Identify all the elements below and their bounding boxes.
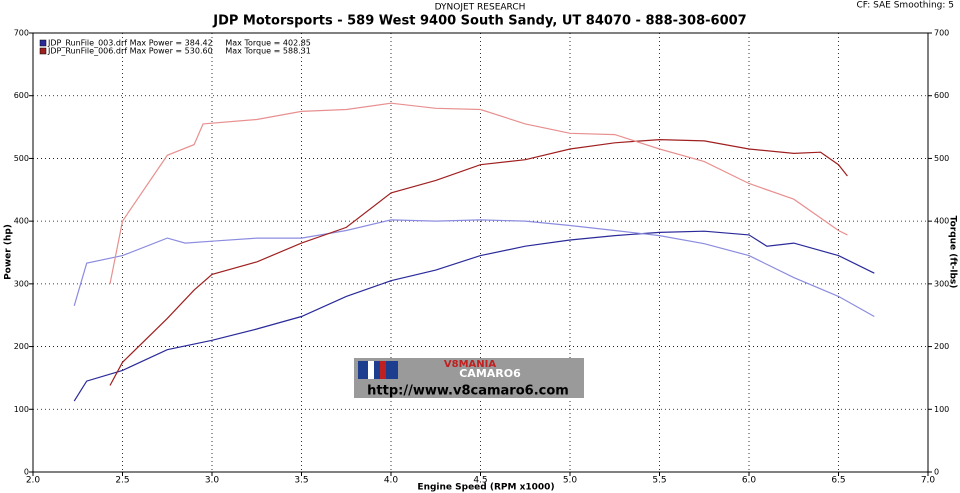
y-tick-label: 0 — [24, 468, 29, 477]
y2-tick-label: 100 — [934, 405, 949, 414]
watermark-url: http://www.v8camaro6.com — [367, 384, 569, 399]
watermark-brand-top: V8MANIA — [444, 359, 496, 370]
legend-swatch — [39, 47, 47, 55]
y-tick-label: 500 — [14, 154, 29, 163]
series-line — [73, 230, 875, 402]
series-line — [109, 102, 848, 285]
y2-tick-label: 200 — [934, 342, 949, 351]
watermark-flag — [358, 361, 398, 379]
x-tick-label: 2.0 — [26, 476, 41, 486]
header: DYNOJET RESEARCH — [435, 3, 526, 13]
legend-swatch — [39, 39, 47, 47]
y2-tick-label: 500 — [934, 154, 949, 163]
watermark-stripe — [380, 361, 386, 379]
y-tick-label: 300 — [14, 279, 29, 288]
watermark-stripe — [368, 361, 374, 379]
y2-tick-label: 700 — [934, 29, 949, 38]
watermark: V8MANIA CAMARO6 http://www.v8camaro6.com — [354, 358, 584, 399]
series-line — [73, 219, 875, 318]
legend-text: JDP_RunFile_006.drf Max Power = 530.60 M… — [47, 47, 311, 56]
x-tick-label: 3.5 — [294, 476, 308, 486]
y2-tick-label: 0 — [934, 468, 939, 477]
y-tick-label: 100 — [14, 405, 29, 414]
y-tick-label: 700 — [14, 29, 29, 38]
y2-axis-label: Torque (ft-lbs) — [948, 216, 958, 289]
x-tick-label: 7.0 — [921, 476, 936, 486]
y2-tick-label: 400 — [934, 217, 949, 226]
y2-tick-label: 300 — [934, 279, 949, 288]
x-tick-label: 3.0 — [205, 476, 220, 486]
series-line — [109, 138, 848, 386]
watermark-brand-bottom: CAMARO6 — [459, 367, 521, 380]
plot-border — [32, 32, 929, 473]
x-tick-label: 4.5 — [473, 476, 487, 486]
x-tick-label: 6.5 — [831, 476, 845, 486]
y-tick-label: 600 — [14, 91, 29, 100]
x-tick-label: 4.0 — [384, 476, 399, 486]
x-tick-label: 5.5 — [652, 476, 666, 486]
x-tick-label: 5.0 — [563, 476, 578, 486]
y-tick-label: 200 — [14, 342, 29, 351]
x-tick-label: 6.0 — [742, 476, 757, 486]
y2-tick-label: 600 — [934, 91, 949, 100]
legend-text: JDP_RunFile_003.drf Max Power = 384.42 M… — [47, 39, 311, 48]
x-tick-label: 2.5 — [115, 476, 129, 486]
y-tick-label: 400 — [14, 217, 29, 226]
chart-title: JDP Motorsports - 589 West 9400 South Sa… — [212, 14, 746, 29]
x-axis-label: Engine Speed (RPM x1000) — [417, 483, 554, 493]
y-axis-label: Power (hp) — [4, 224, 14, 280]
settings-text: CF: SAE Smoothing: 5 — [856, 1, 954, 11]
